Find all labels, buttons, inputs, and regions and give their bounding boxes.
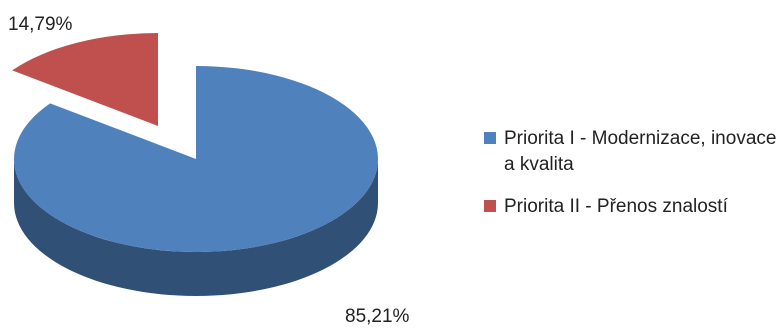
legend-swatch-priorita-1: [484, 132, 496, 144]
pie-slice-1: [13, 66, 378, 252]
pie-slice-2: [12, 33, 158, 126]
legend-item-priorita-1: Priorita I - Modernizace, inovace a kval…: [484, 126, 777, 178]
pie-slice-1-side: [14, 159, 378, 296]
pie-slice-1-wall: [14, 159, 378, 296]
legend-label-priorita-1: Priorita I - Modernizace, inovace a kval…: [504, 128, 777, 175]
legend-item-priorita-2: Priorita II - Přenos znalostí: [484, 194, 777, 220]
data-label-priorita-1: 85,21%: [345, 306, 410, 327]
data-label-priorita-2: 14,79%: [8, 14, 73, 35]
legend: Priorita I - Modernizace, inovace a kval…: [484, 126, 777, 236]
legend-label-priorita-2: Priorita II - Přenos znalostí: [504, 196, 728, 217]
legend-swatch-priorita-2: [484, 200, 496, 212]
